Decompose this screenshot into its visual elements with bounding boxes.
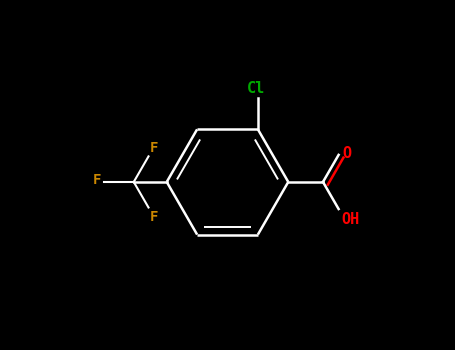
Text: F: F [150,141,159,155]
Text: OH: OH [341,212,359,227]
Text: F: F [93,173,101,187]
Text: F: F [150,210,159,224]
Text: O: O [342,146,351,161]
Text: Cl: Cl [247,81,265,96]
